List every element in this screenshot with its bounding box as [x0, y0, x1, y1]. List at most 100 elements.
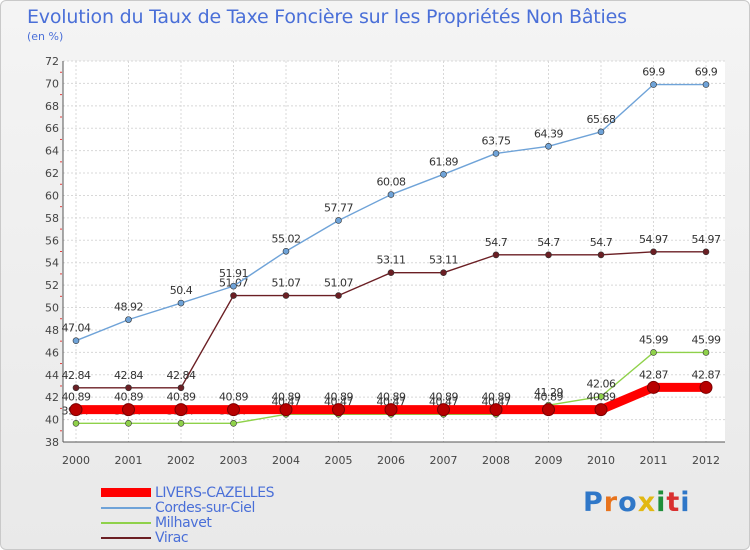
data-label: 40.47 [377, 395, 406, 408]
y-tick-label: 50 [45, 302, 59, 315]
x-tick-label: 2006 [377, 454, 405, 467]
series-livers-cazelles: 40.89 40.89 40.89 40.89 40.89 40.89 40.89 40.89… [62, 368, 721, 417]
data-label: 41.29 [534, 386, 563, 399]
x-tick-label: 2004 [272, 454, 300, 467]
y-tick-label: 58 [45, 212, 59, 225]
data-label: 40.89 [429, 391, 458, 404]
data-point [177, 419, 185, 427]
data-label: 53.11 [377, 254, 406, 267]
y-tick-label: 64 [45, 145, 59, 158]
x-tick-label: 2001 [115, 454, 143, 467]
data-point [69, 403, 83, 417]
data-label: 40.47 [482, 395, 511, 408]
x-tick-label: 2002 [167, 454, 195, 467]
data-point [492, 251, 500, 259]
x-tick-label: 2011 [640, 454, 668, 467]
legend-label: LIVERS-CAZELLES [155, 484, 275, 501]
data-point [597, 251, 605, 259]
x-tick-label: 2005 [325, 454, 353, 467]
data-label: 40.89 [114, 391, 143, 404]
data-point [72, 337, 80, 344]
data-point [542, 403, 555, 417]
data-point [72, 384, 80, 392]
data-label: 50.4 [170, 284, 193, 297]
data-point [279, 403, 293, 417]
data-label: 40.47 [429, 395, 458, 408]
x-tick-label: 2010 [587, 454, 615, 467]
data-label: 69.9 [642, 66, 665, 79]
data-label: 54.7 [485, 236, 508, 249]
data-label: 54.7 [537, 236, 560, 249]
legend-label: Milhavet [155, 514, 212, 531]
data-point [702, 81, 710, 88]
data-point [440, 170, 447, 178]
y-tick-label: 54 [45, 257, 59, 270]
data-point [230, 292, 237, 299]
data-point [125, 316, 132, 323]
data-label: 47.04 [62, 322, 91, 335]
data-point [437, 403, 450, 417]
y-tick-label: 42 [45, 391, 59, 404]
data-label: 64.39 [534, 127, 563, 140]
data-label: 57.77 [324, 201, 353, 214]
data-label: 69.9 [695, 66, 718, 79]
data-point [545, 142, 552, 150]
data-label: 42.84 [114, 369, 143, 382]
data-point [650, 248, 657, 256]
y-tick-label: 56 [45, 234, 59, 247]
data-point [387, 191, 395, 198]
data-label: 54.97 [692, 233, 721, 246]
data-point [650, 349, 657, 356]
data-point [702, 349, 710, 356]
data-point [597, 128, 605, 136]
data-label: 42.84 [167, 369, 196, 382]
data-label: 45.99 [692, 333, 721, 346]
data-point [230, 419, 237, 427]
data-label: 40.89 [272, 391, 301, 404]
data-label: 40.89 [62, 391, 91, 404]
data-point [72, 419, 80, 427]
data-point [122, 403, 135, 417]
data-label: 51.07 [324, 277, 353, 290]
data-label: 51.91 [219, 267, 248, 280]
data-label: 48.92 [114, 301, 143, 314]
data-label: 42.87 [692, 368, 721, 381]
y-tick-label: 66 [45, 122, 59, 135]
x-tick-label: 2003 [220, 454, 248, 467]
data-point [492, 150, 500, 157]
data-point [699, 380, 713, 394]
data-label: 40.89 [482, 391, 511, 404]
data-point [384, 403, 398, 417]
data-point [647, 380, 660, 394]
logo-letter: i [656, 487, 667, 518]
series-virac: 42.8442.8442.8451.0751.0751.0753.1153.11… [62, 233, 721, 392]
x-tick-label: 2009 [535, 454, 563, 467]
data-point [594, 403, 608, 417]
data-point [545, 251, 552, 259]
y-tick-label: 48 [45, 324, 59, 337]
y-tick-label: 68 [45, 100, 59, 113]
data-point [125, 384, 132, 392]
proxiti-logo: Proxiti [583, 487, 691, 518]
data-label: 42.87 [639, 368, 668, 381]
x-tick-label: 2008 [482, 454, 510, 467]
data-point [335, 217, 342, 224]
data-label: 40.89 [587, 391, 616, 404]
data-point [387, 269, 395, 276]
legend-label: Virac [155, 529, 189, 546]
logo-letter: o [618, 487, 638, 518]
logo-letter: x [637, 487, 657, 518]
data-point [282, 292, 290, 299]
chart-subtitle: (en %) [27, 30, 64, 43]
y-tick-label: 52 [45, 279, 59, 292]
legend-swatch [101, 488, 151, 497]
data-label: 42.84 [62, 369, 91, 382]
plot-background [63, 61, 725, 442]
logo-letter: P [583, 487, 604, 518]
y-tick-label: 70 [45, 77, 59, 90]
data-label: 45.99 [639, 333, 668, 346]
data-point [230, 282, 237, 290]
y-tick-label: 72 [45, 55, 59, 68]
